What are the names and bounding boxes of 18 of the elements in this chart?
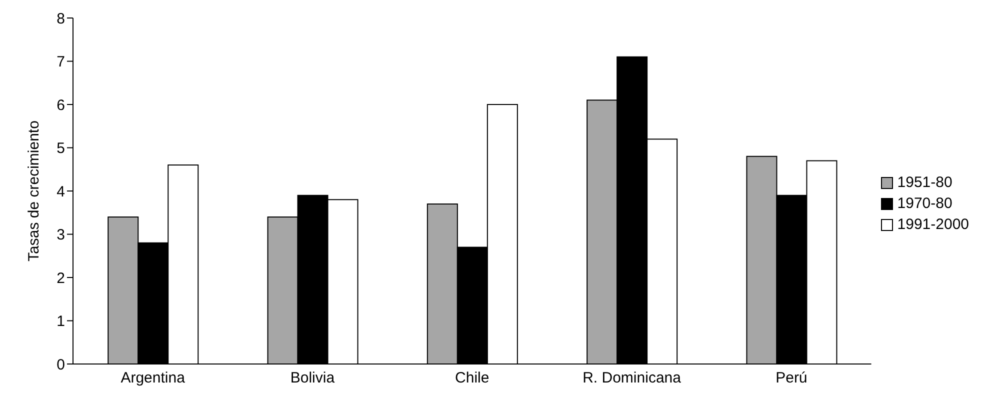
x-tick-label: Perú xyxy=(776,370,808,387)
x-tick-label: R. Dominicana xyxy=(582,370,682,387)
y-axis-title: Tasas de crecimiento xyxy=(25,120,42,262)
legend-label: 1991-2000 xyxy=(897,216,969,233)
y-tick-label: 8 xyxy=(56,10,65,28)
legend-label: 1970-80 xyxy=(897,195,952,212)
x-tick-label: Bolivia xyxy=(290,370,336,387)
y-tick-label: 6 xyxy=(56,96,65,114)
y-tick-label: 0 xyxy=(56,356,65,374)
x-tick-label: Chile xyxy=(455,370,490,387)
y-tick-label: 4 xyxy=(56,183,65,200)
x-tick-label: Argentina xyxy=(120,370,186,387)
legend-label: 1951-80 xyxy=(897,174,952,191)
y-tick-label: 3 xyxy=(56,226,65,244)
y-tick-label: 7 xyxy=(56,54,65,71)
y-tick-label: 1 xyxy=(56,313,65,330)
y-tick-label: 5 xyxy=(56,140,65,158)
y-tick-label: 2 xyxy=(56,270,65,287)
